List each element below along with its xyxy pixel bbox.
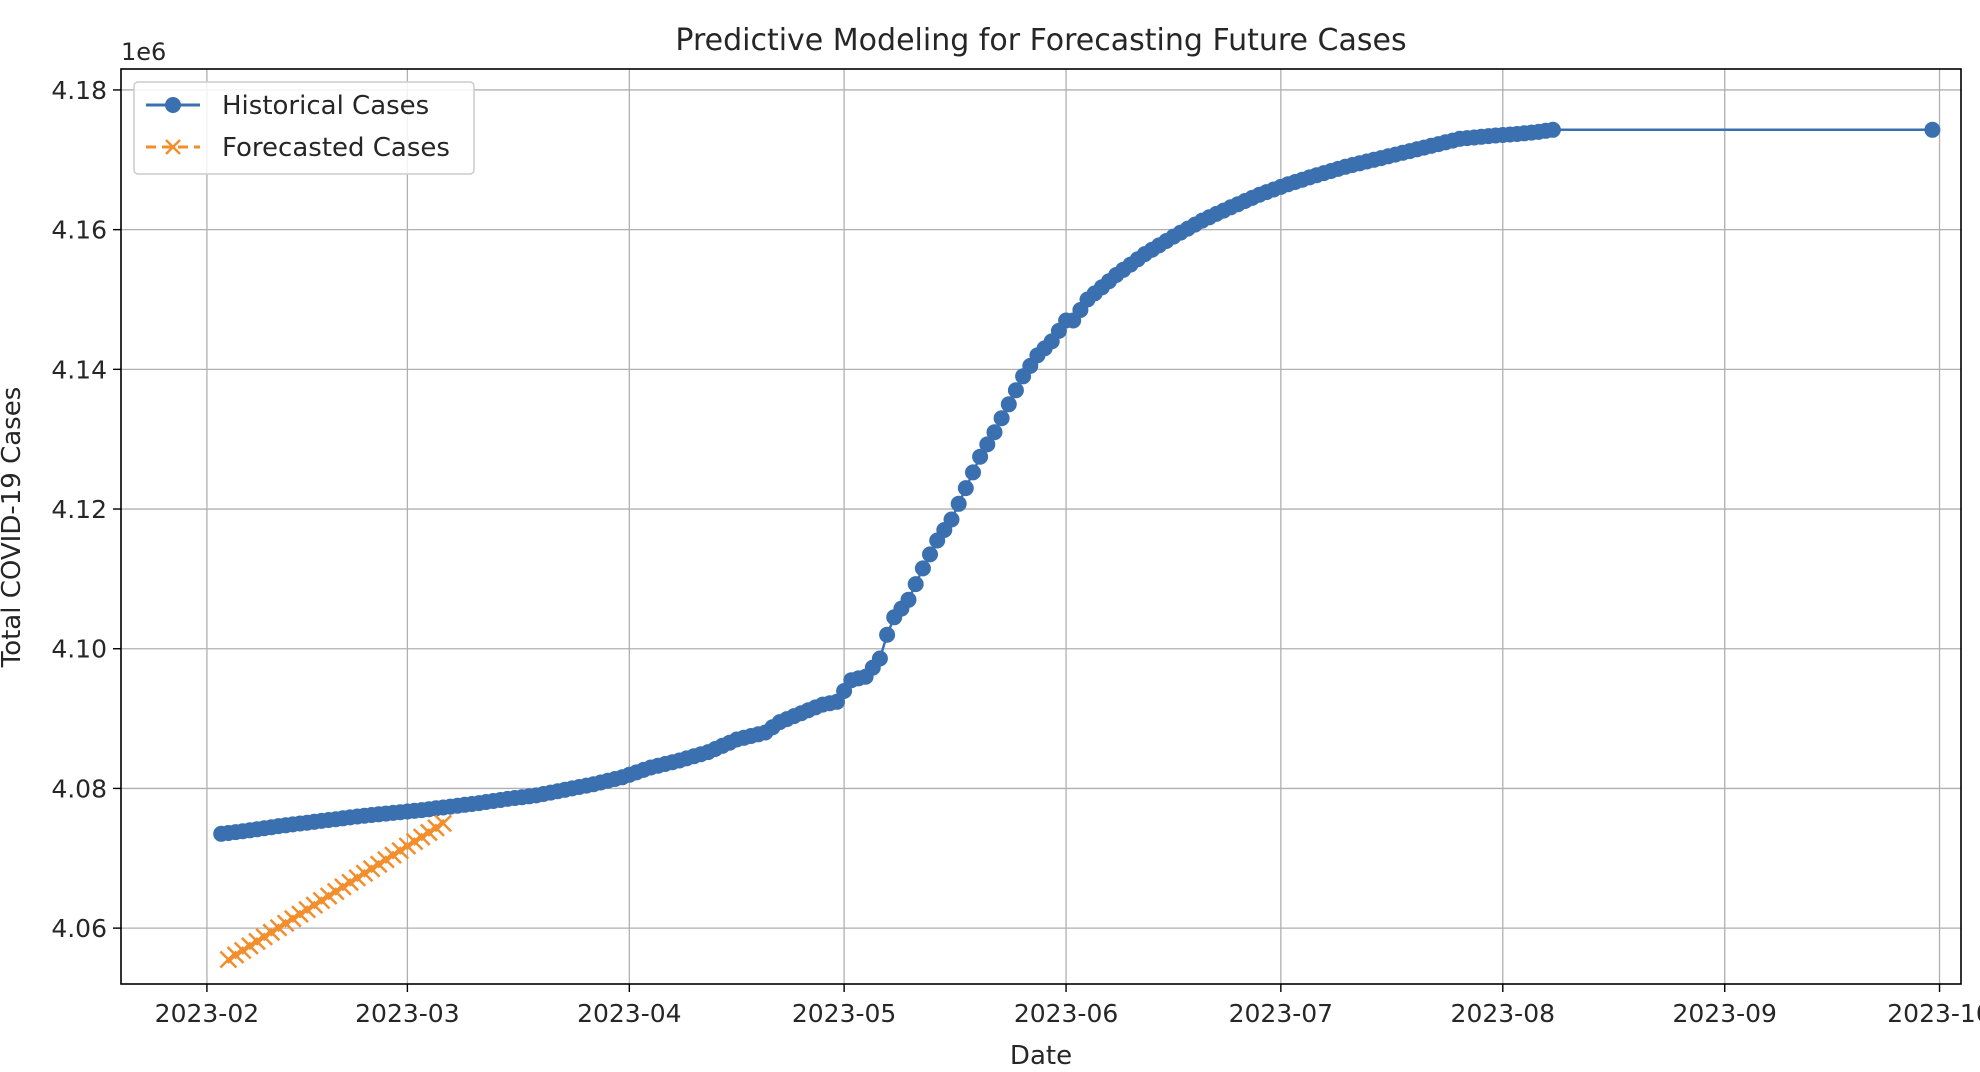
y-tick-label: 4.14 [51,355,107,384]
historical-point [879,626,896,643]
legend-box [133,81,475,175]
historical-point [871,650,888,667]
legend-forecast-label: Forecasted Cases [222,133,450,163]
historical-point [957,480,974,497]
x-tick-label: 2023-05 [792,999,896,1028]
forecast-point [434,814,453,833]
historical-point [979,436,996,453]
y-axis-ticks: 4.06 4.08 4.10 4.12 4.14 4.16 4.18 [51,76,121,943]
historical-point [1007,382,1024,399]
historical-point [972,448,989,465]
historical-point [950,495,967,512]
chart-title: Predictive Modeling for Forecasting Futu… [675,23,1406,58]
legend-forecast-marker [165,139,181,155]
series-historical-cases [213,121,1941,842]
x-tick-label: 2023-06 [1014,999,1118,1028]
historical-point [986,424,1003,441]
historical-point [907,576,924,593]
y-tick-label: 4.10 [51,635,107,664]
x-axis-label: Date [1010,1041,1072,1071]
historical-point [900,591,917,608]
grid-lines [121,69,1961,984]
historical-point [993,410,1010,427]
historical-point [1000,396,1017,413]
plot-area-frame [120,68,1962,985]
legend-historical-marker [165,97,181,113]
x-tick-label: 2023-08 [1451,999,1555,1028]
x-axis-ticks: 2023-02 2023-03 2023-04 2023-05 2023-06 2023-… [155,984,1980,1028]
historical-point [914,560,931,577]
historical-point [965,464,981,481]
y-tick-label: 4.16 [51,216,107,245]
historical-point [943,511,960,528]
x-tick-label: 2023-09 [1673,999,1777,1028]
y-axis-label: Total COVID-19 Cases [0,387,27,669]
historical-point [1544,121,1561,138]
x-tick-label: 2023-07 [1229,999,1333,1028]
historical-point [1924,121,1941,138]
x-tick-label: 2023-10 [1887,999,1980,1028]
series-forecasted-cases [219,814,453,969]
x-tick-label: 2023-04 [577,999,681,1028]
y-tick-label: 4.08 [51,774,107,803]
historical-point [922,546,938,563]
legend: Historical Cases Forecasted Cases [133,81,475,175]
y-tick-label: 4.12 [51,495,107,524]
legend-historical-label: Historical Cases [222,91,429,121]
y-tick-label: 4.18 [51,76,107,105]
x-tick-label: 2023-03 [355,999,459,1028]
y-tick-label: 4.06 [51,914,107,943]
y-axis-offset-label: 1e6 [121,38,166,66]
x-tick-label: 2023-02 [155,999,259,1028]
